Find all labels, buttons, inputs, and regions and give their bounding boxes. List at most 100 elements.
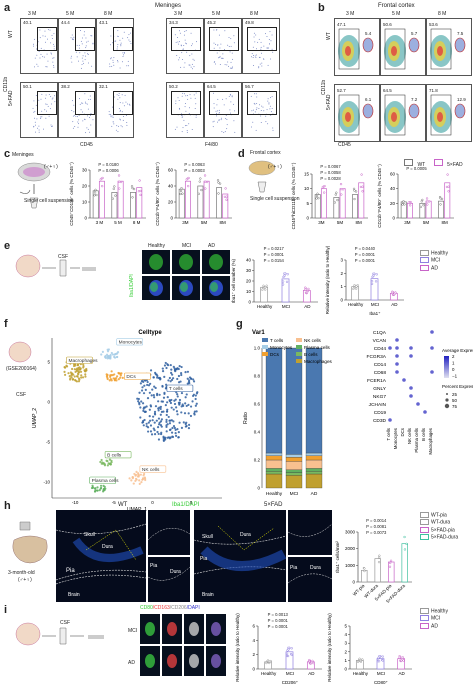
umap-point [174, 368, 177, 371]
data-point [420, 200, 423, 203]
umap-point [176, 428, 179, 431]
legend-wt: WT [417, 162, 426, 168]
data-point [352, 187, 356, 191]
umap-point [136, 397, 139, 400]
p-value: P = 0.0001 [268, 618, 289, 623]
panel-a-plot-0-2: 43.1 [96, 18, 134, 74]
data-point [315, 197, 318, 200]
umap-point [180, 365, 183, 369]
data-point [316, 192, 319, 195]
legend-item: MCI [420, 257, 448, 264]
legend-item: 5×FAD-pia [420, 526, 458, 534]
umap-point [175, 410, 179, 413]
umap-point [84, 370, 87, 373]
legend-label: NK cells [304, 338, 322, 343]
panel-label-d: d [238, 148, 245, 160]
legend-fad: 5×FAD [447, 162, 463, 168]
data-point [265, 284, 268, 287]
data-point [321, 186, 324, 189]
umap-point [145, 422, 148, 425]
umap-point [110, 370, 113, 373]
bar [320, 188, 327, 219]
p-value: P = 0.0180 [98, 162, 119, 167]
stack-segment [265, 468, 283, 472]
umap-point [162, 396, 166, 399]
umap-point [155, 373, 158, 376]
panel-h-image-fad-inset2: Pia Dura [288, 557, 332, 602]
panel-d-pipeline: Single cell suspension [250, 196, 300, 202]
panel-d-schematic [248, 160, 276, 193]
umap-point [146, 397, 150, 400]
data-point [138, 179, 141, 182]
umap-point [182, 421, 185, 424]
avg-title: Average Expression [442, 348, 473, 353]
umap-point [82, 363, 85, 366]
data-point [187, 184, 190, 188]
umap-point [164, 361, 167, 365]
data-point [131, 186, 134, 190]
umap-point [152, 376, 155, 379]
umap-point [172, 377, 175, 380]
stain-cd206: /CD206 [169, 605, 187, 611]
dot [402, 378, 406, 382]
umap-point [151, 419, 154, 422]
umap-point [134, 474, 137, 477]
data-point [305, 291, 309, 294]
umap-point [177, 374, 181, 378]
umap-point [63, 366, 67, 369]
label-pia-fad: Pia [200, 556, 208, 562]
panel-a-plot-0-3: 34.3 [166, 18, 204, 74]
legend-swatch [262, 338, 268, 342]
avg-tick: 0 [452, 367, 455, 372]
panel-h-mouse-icon [12, 521, 48, 564]
dot [409, 354, 413, 358]
bar [352, 194, 359, 219]
bar [419, 202, 426, 219]
umap-point [77, 372, 80, 375]
umap-point [146, 380, 149, 384]
x-tick-label: 5 [190, 500, 193, 505]
legend-swatch [296, 338, 302, 342]
umap-point [161, 400, 165, 403]
umap-point [112, 377, 115, 380]
umap-point [147, 384, 151, 387]
umap-point [168, 422, 172, 425]
umap-point [168, 428, 172, 432]
y-axis-label: CD11b⁺F4/80⁺ cells (% CD45⁺) [377, 164, 382, 228]
y-axis-label: Relative intensity (ratio to Healthy) [325, 245, 330, 314]
panel-i-micro-1-1 [162, 646, 182, 676]
umap-point [77, 380, 81, 383]
pct-dot [444, 403, 450, 409]
data-point [286, 649, 289, 652]
umap-label-box [166, 384, 194, 392]
data-point [264, 288, 267, 291]
umap-label-box [66, 356, 93, 364]
umap-point [114, 352, 117, 356]
umap-point [184, 402, 187, 405]
umap-point [110, 459, 113, 462]
umap-point [139, 382, 142, 385]
data-point [225, 195, 228, 198]
legend-item: Healthy [420, 608, 448, 615]
umap-point [109, 463, 112, 466]
umap-point [180, 391, 184, 395]
data-point [286, 654, 290, 658]
dot-x-label: Plasma cells [414, 427, 419, 452]
dot [430, 370, 434, 374]
p-value: P = 0.0058 [320, 170, 341, 175]
legend-swatch [420, 608, 429, 614]
y-tick-label: 0.4 [254, 430, 261, 435]
panel-label-h: h [4, 500, 11, 512]
x-tick-label: 8M [442, 220, 449, 225]
data-point [95, 193, 98, 197]
stack-segment [265, 471, 283, 475]
bar [136, 187, 143, 219]
legend-item: WT-pia [420, 512, 458, 519]
x-tick-label: MCI [290, 491, 299, 497]
umap-point [189, 405, 193, 408]
umap-point [170, 378, 174, 381]
umap-point [80, 376, 83, 379]
dot [395, 370, 399, 374]
data-point [389, 561, 392, 565]
panel-d-genotype: (♂+♀) [268, 164, 282, 170]
